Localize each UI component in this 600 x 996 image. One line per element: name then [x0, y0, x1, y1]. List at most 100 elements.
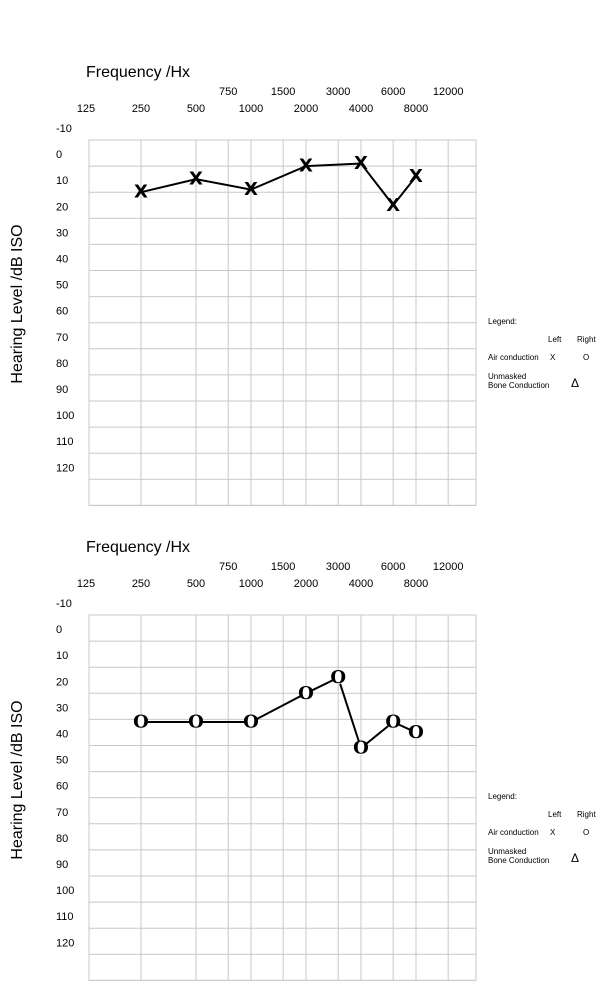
y-tick-label: 30	[56, 702, 68, 714]
air-conduction-right-marker: O	[133, 712, 149, 733]
series-line	[141, 676, 417, 750]
y-tick-label: 30	[56, 227, 68, 239]
legend-bone-symbol: Δ	[571, 851, 579, 865]
y-tick-label: 80	[56, 833, 68, 845]
marker-backdrop	[354, 741, 368, 755]
legend-title: Legend:	[488, 792, 517, 801]
air-conduction-left-marker: X	[299, 156, 313, 177]
legend-bone-label-1: Unmasked	[488, 847, 526, 856]
x-tick-label: 8000	[404, 103, 428, 115]
x-tick-label: 6000	[381, 561, 405, 573]
y-tick-label: 120	[56, 937, 74, 949]
legend: Legend: Left Right Air conduction X O Unmasked…	[488, 317, 596, 390]
legend-col-right: Right	[577, 810, 596, 819]
y-tick-label: 100	[56, 885, 74, 897]
series-line	[140, 162, 417, 207]
y-axis-title: Hearing Level /dB ISO	[9, 224, 26, 383]
x-tick-label: 4000	[349, 103, 373, 115]
x-tick-label: 750	[219, 86, 237, 98]
y-tick-label: 20	[56, 201, 68, 213]
x-tick-label: 1000	[239, 578, 263, 590]
x-tick-label: 3000	[326, 86, 350, 98]
air-conduction-left-marker: X	[134, 182, 148, 203]
legend-bone-label-2: Bone Conduction	[488, 381, 549, 390]
air-conduction-right-marker: O	[298, 683, 314, 704]
legend-bone-label-1: Unmasked	[488, 372, 526, 381]
x-tick-label: 3000	[326, 561, 350, 573]
marker-backdrop	[386, 715, 400, 729]
x-axis-title: Frequency /Hx	[86, 539, 190, 556]
marker-backdrop	[299, 686, 313, 700]
y-tick-label: 60	[56, 781, 68, 793]
marker-backdrop	[331, 671, 345, 685]
legend-col-left: Left	[548, 810, 562, 819]
y-tick-label: 80	[56, 358, 68, 370]
x-tick-label: 1000	[239, 103, 263, 115]
marker-backdrop	[244, 715, 258, 729]
legend-air-left-symbol: X	[550, 828, 556, 837]
x-tick-label: 1500	[271, 561, 295, 573]
air-conduction-left-marker: X	[386, 195, 400, 216]
x-axis-title: Frequency /Hx	[86, 64, 190, 81]
y-tick-label: 50	[56, 755, 68, 767]
x-tick-label: 4000	[349, 578, 373, 590]
legend-bone-label-2: Bone Conduction	[488, 856, 549, 865]
legend-air-right-symbol: O	[583, 828, 589, 837]
y-tick-label: 70	[56, 332, 68, 344]
y-tick-label: 110	[56, 436, 74, 448]
x-tick-label: 125	[77, 578, 95, 590]
x-tick-label: 500	[187, 578, 205, 590]
y-tick-label: 100	[56, 410, 74, 422]
x-tick-label: 750	[219, 561, 237, 573]
marker-backdrop	[189, 715, 203, 729]
y-tick-label: 110	[56, 911, 74, 923]
legend-air-right-symbol: O	[583, 353, 589, 362]
air-conduction-right-marker: O	[330, 667, 346, 688]
air-conduction-right-marker: O	[408, 722, 424, 743]
air-conduction-left-marker: X	[409, 166, 423, 187]
y-tick-label: 0	[56, 149, 62, 161]
x-tick-label: 12000	[433, 561, 464, 573]
legend: Legend: Left Right Air conduction X O Unmasked…	[488, 792, 596, 865]
x-tick-label: 6000	[381, 86, 405, 98]
x-tick-label: 125	[77, 103, 95, 115]
y-tick-label: 40	[56, 254, 68, 266]
x-tick-label: 1500	[271, 86, 295, 98]
air-conduction-right-marker: O	[243, 712, 259, 733]
x-tick-label: 2000	[294, 578, 318, 590]
y-tick-label: 10	[56, 175, 68, 187]
audiogram-chart-2: Frequency /Hx Hearing Level /dB ISO 750 150…	[9, 539, 596, 981]
marker-backdrop	[134, 715, 148, 729]
air-conduction-right-marker: O	[188, 712, 204, 733]
y-tick-label: -10	[56, 123, 72, 135]
y-tick-label: 20	[56, 676, 68, 688]
air-conduction-right-marker: O	[385, 712, 401, 733]
legend-bone-symbol: Δ	[571, 376, 579, 390]
y-axis-title: Hearing Level /dB ISO	[9, 700, 26, 859]
air-conduction-left-marker: X	[189, 169, 203, 190]
x-tick-label: 8000	[404, 578, 428, 590]
y-tick-label: 90	[56, 384, 68, 396]
x-tick-label: 250	[132, 578, 150, 590]
air-conduction-right-marker: O	[353, 738, 369, 759]
x-tick-label: 12000	[433, 86, 464, 98]
legend-air-label: Air conduction	[488, 353, 539, 362]
legend-col-left: Left	[548, 335, 562, 344]
y-tick-label: -10	[56, 598, 72, 610]
x-tick-label: 500	[187, 103, 205, 115]
x-tick-label: 250	[132, 103, 150, 115]
legend-air-left-symbol: X	[550, 353, 556, 362]
y-tick-label: 10	[56, 650, 68, 662]
audiogram-chart-1: Frequency /Hx Hearing Level /dB ISO 750 150…	[9, 64, 596, 506]
x-tick-label: 2000	[294, 103, 318, 115]
y-tick-label: 120	[56, 462, 74, 474]
y-tick-label: 40	[56, 729, 68, 741]
y-tick-label: 0	[56, 624, 62, 636]
legend-col-right: Right	[577, 335, 596, 344]
y-tick-label: 60	[56, 306, 68, 318]
y-tick-label: 70	[56, 807, 68, 819]
y-tick-label: 90	[56, 859, 68, 871]
marker-backdrop	[409, 725, 423, 739]
y-tick-label: 50	[56, 280, 68, 292]
